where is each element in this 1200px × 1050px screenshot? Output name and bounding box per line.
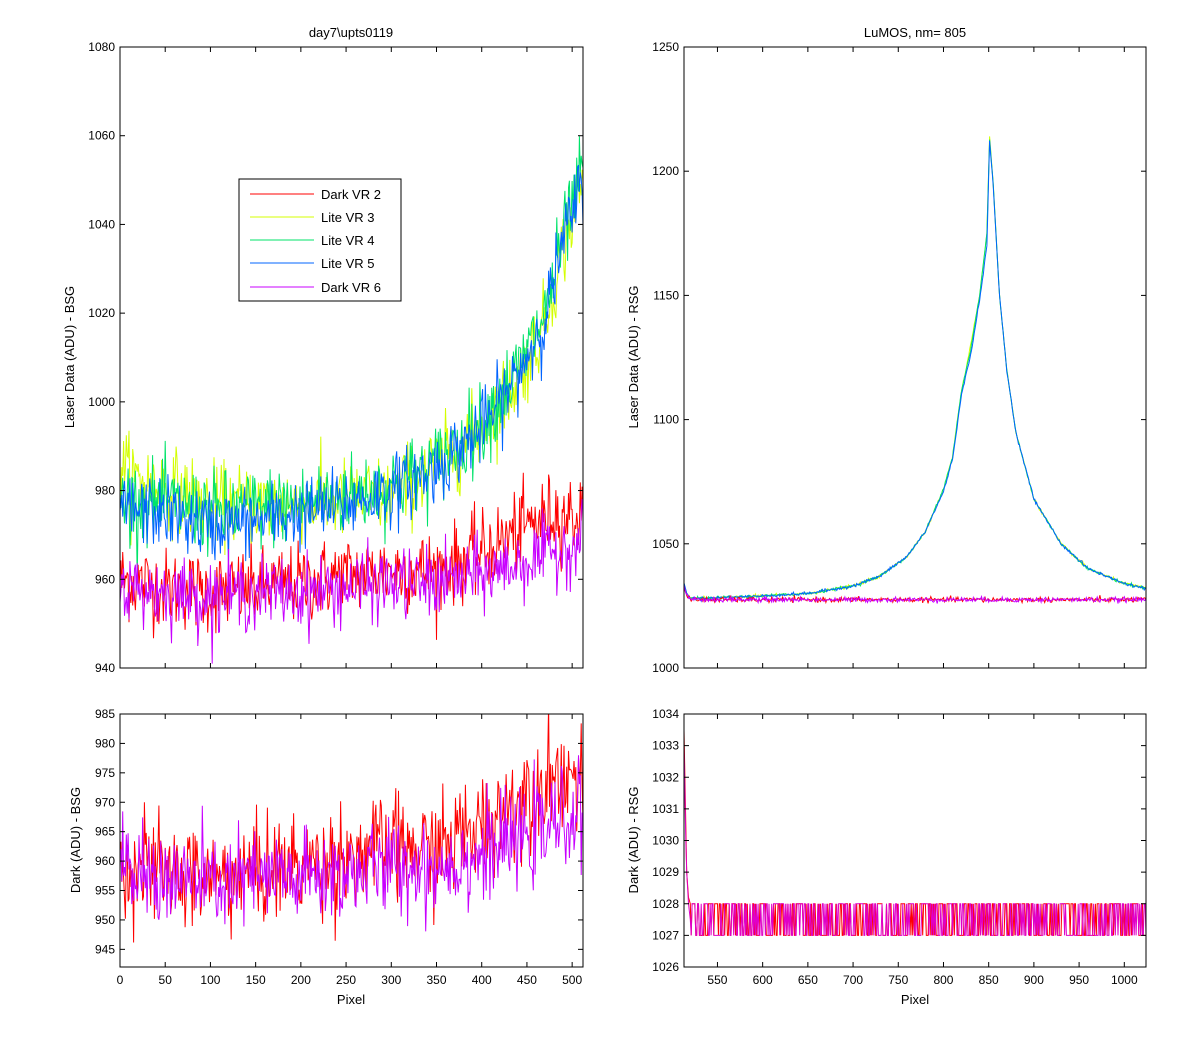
y-tick-label: 985	[95, 707, 115, 721]
panel-bsg-dark: 0 50 100 150 200 250 300 350 400 450 500 945 950 955 9…	[68, 707, 584, 1007]
y-tick-label: 975	[95, 766, 115, 780]
series-line-dark-vr-6	[684, 585, 1146, 605]
series-line-dark-vr-2	[120, 472, 583, 640]
legend-label: Lite VR 3	[321, 210, 374, 225]
x-tick-label: 350	[426, 973, 446, 987]
y-tick-label: 950	[95, 913, 115, 927]
x-tick-label: 50	[159, 973, 173, 987]
series-line-dark-vr-2	[120, 714, 583, 943]
legend-item-lite-vr-4: Lite VR 4	[250, 233, 374, 248]
series-layer	[120, 136, 583, 664]
y-tick-label: 980	[95, 736, 115, 750]
x-tick-label: 150	[246, 973, 266, 987]
y-tick-label: 965	[95, 825, 115, 839]
y-tick-label: 1150	[653, 288, 679, 302]
legend-item-dark-vr-6: Dark VR 6	[250, 280, 381, 295]
series-line-lite-vr-5	[684, 140, 1146, 603]
chart-title: LuMOS, nm= 805	[864, 25, 966, 40]
y-tick-label: 1033	[652, 739, 679, 753]
y-tick-label: 955	[95, 884, 115, 898]
legend-label: Lite VR 4	[321, 233, 374, 248]
x-tick-label: 450	[517, 973, 537, 987]
y-tick-label: 1060	[88, 129, 115, 143]
y-tick-label: 1100	[653, 413, 679, 427]
chart-title: day7\upts0119	[309, 25, 393, 40]
series-line-dark-vr-6	[120, 499, 583, 664]
legend: Dark VR 2 Lite VR 3 Lite VR 4 Lite VR 5 …	[238, 178, 402, 302]
y-tick-label: 1040	[88, 217, 115, 231]
ticks-layer: 940 960 980 1000 1020 1040 1060 1080	[88, 40, 583, 675]
y-tick-label: 1029	[652, 865, 679, 879]
series-line-dark-vr-6	[684, 745, 1146, 936]
y-tick-label: 1027	[652, 928, 679, 942]
x-tick-label: 700	[843, 973, 863, 987]
y-axis-label: Laser Data (ADU) - BSG	[62, 286, 77, 428]
ticks-layer: 0 50 100 150 200 250 300 350 400 450 500 945 950 955 9…	[95, 707, 583, 987]
series-layer	[684, 729, 1146, 936]
y-tick-label: 980	[95, 484, 115, 498]
x-tick-label: 950	[1069, 973, 1089, 987]
x-tick-label: 250	[336, 973, 356, 987]
series-line-dark-vr-2	[684, 586, 1146, 605]
x-axis-label: Pixel	[337, 992, 365, 1007]
panel-rsg-dark: 550 600 650 700 750 800 850 900 950 1000 1026 1027 1…	[626, 707, 1147, 1007]
x-tick-label: 300	[381, 973, 401, 987]
x-tick-label: 900	[1024, 973, 1044, 987]
legend-label: Dark VR 6	[321, 280, 381, 295]
ticks-layer: 550 600 650 700 750 800 850 900 950 1000 1026 1027 1…	[652, 707, 1146, 987]
y-tick-label: 1028	[652, 897, 679, 911]
x-tick-label: 0	[117, 973, 124, 987]
x-tick-label: 100	[200, 973, 220, 987]
x-tick-label: 200	[291, 973, 311, 987]
y-tick-label: 1080	[88, 40, 115, 54]
series-layer	[684, 136, 1146, 605]
y-tick-label: 960	[95, 572, 115, 586]
series-line-lite-vr-4	[120, 136, 583, 582]
y-tick-label: 945	[95, 942, 115, 956]
y-tick-label: 1000	[652, 661, 679, 675]
y-tick-label: 1030	[652, 834, 679, 848]
y-tick-label: 1032	[652, 770, 679, 784]
legend-label: Dark VR 2	[321, 187, 381, 202]
y-axis-label: Laser Data (ADU) - RSG	[626, 285, 641, 428]
x-tick-label: 600	[753, 973, 773, 987]
axes-box	[119, 46, 584, 669]
y-tick-label: 970	[95, 795, 115, 809]
x-tick-label: 500	[562, 973, 582, 987]
y-tick-label: 960	[95, 854, 115, 868]
x-tick-label: 800	[933, 973, 953, 987]
ticks-layer: 1000 1050 1100 1150 1200 1250	[652, 40, 1146, 675]
x-axis-label: Pixel	[901, 992, 929, 1007]
y-tick-label: 1034	[652, 707, 679, 721]
y-tick-label: 1250	[652, 40, 679, 54]
y-tick-label: 1050	[652, 537, 679, 551]
series-line-lite-vr-5	[120, 164, 583, 564]
panel-bsg-laser: 940 960 980 1000 1020 1040 1060 1080 day7\upts0…	[62, 25, 584, 675]
x-tick-label: 400	[472, 973, 492, 987]
y-axis-label: Dark (ADU) - RSG	[626, 787, 641, 894]
legend-item-lite-vr-3: Lite VR 3	[250, 210, 374, 225]
y-tick-label: 1020	[88, 306, 115, 320]
legend-label: Lite VR 5	[321, 256, 374, 271]
x-tick-label: 1000	[1111, 973, 1138, 987]
y-axis-label: Dark (ADU) - BSG	[68, 787, 83, 893]
series-line-dark-vr-6	[120, 755, 583, 932]
x-tick-label: 850	[979, 973, 999, 987]
y-tick-label: 1031	[652, 802, 679, 816]
x-tick-label: 750	[888, 973, 908, 987]
x-tick-label: 550	[707, 973, 727, 987]
y-tick-label: 940	[95, 661, 115, 675]
series-layer	[120, 714, 583, 943]
plot-area	[684, 47, 1146, 668]
y-tick-label: 1200	[652, 164, 679, 178]
x-tick-label: 650	[798, 973, 818, 987]
axes-box	[683, 46, 1147, 669]
y-tick-label: 1026	[652, 960, 679, 974]
legend-item-lite-vr-5: Lite VR 5	[250, 256, 374, 271]
y-tick-label: 1000	[88, 395, 115, 409]
axes-box	[119, 713, 584, 968]
legend-item-dark-vr-2: Dark VR 2	[250, 187, 381, 202]
